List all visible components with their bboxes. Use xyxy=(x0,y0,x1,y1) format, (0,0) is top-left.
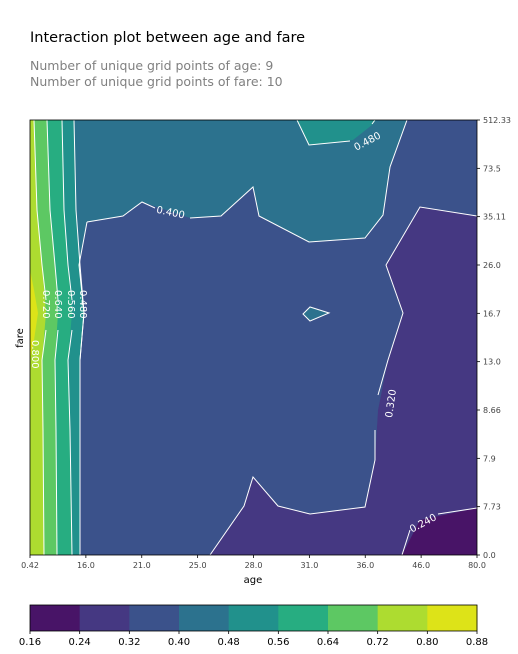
colorbar-tick-label: 0.24 xyxy=(69,637,91,648)
colorbar-tick-label: 0.56 xyxy=(267,637,289,648)
colorbar-tick-label: 0.16 xyxy=(19,637,41,648)
colorbar-swatch xyxy=(79,605,130,631)
colorbar-ticks: 0.16 0.24 0.32 0.40 0.48 0.56 0.64 0.72 0.80 0.88 xyxy=(19,631,488,648)
contour-line-048-top xyxy=(296,120,376,146)
x-tick-label: 16.0 xyxy=(77,561,95,570)
x-tick-label: 25.0 xyxy=(189,561,207,570)
y-tick-label: 13.0 xyxy=(483,358,501,367)
contour-lines xyxy=(33,120,477,555)
y-tick-label: 26.0 xyxy=(483,261,501,270)
x-axis-ticks: 0.42 16.0 21.0 25.0 28.0 31.0 36.0 46.0 80.0 xyxy=(21,555,486,570)
y-tick-label: 7.9 xyxy=(483,454,496,463)
y-tick-label: 16.7 xyxy=(483,309,501,318)
y-tick-label: 35.11 xyxy=(483,213,506,222)
colorbar-swatch xyxy=(228,605,279,631)
chart-title: Interaction plot between age and fare xyxy=(30,30,306,46)
x-tick-label: 0.42 xyxy=(21,561,39,570)
x-tick-label: 36.0 xyxy=(356,561,374,570)
region-080-088 xyxy=(30,270,38,360)
contour-label-064: 0.640 xyxy=(52,290,63,319)
x-tick-label: 31.0 xyxy=(300,561,318,570)
colorbar-swatch xyxy=(427,605,478,631)
region-032-040-inner xyxy=(79,120,477,555)
y-tick-label: 512.33 xyxy=(483,116,511,125)
region-island xyxy=(303,307,329,321)
x-tick-label: 21.0 xyxy=(133,561,151,570)
contour-label-032: 0.320 xyxy=(384,389,399,419)
colorbar-swatch xyxy=(129,605,180,631)
contour-line-048 xyxy=(73,120,85,555)
colorbar-tick-label: 0.32 xyxy=(118,637,140,648)
contour-line-072 xyxy=(33,120,47,555)
contour-label-080: 0.800 xyxy=(29,340,40,369)
chart-subtitle-fare: Number of unique grid points of fare: 10 xyxy=(30,74,283,89)
colorbar-tick-label: 0.48 xyxy=(218,637,240,648)
colorbar-tick-label: 0.88 xyxy=(466,637,488,648)
contour-label-056: 0.560 xyxy=(65,290,76,319)
colorbar-tick-label: 0.40 xyxy=(168,637,190,648)
contour-regions xyxy=(30,120,477,555)
x-tick-label: 28.0 xyxy=(245,561,263,570)
y-tick-label: 7.73 xyxy=(483,503,501,512)
contour-label-048-left: 0.480 xyxy=(77,290,88,319)
y-tick-label: 73.5 xyxy=(483,164,501,173)
colorbar-tick-label: 0.72 xyxy=(367,637,389,648)
colorbar-swatch xyxy=(278,605,329,631)
x-tick-label: 46.0 xyxy=(412,561,430,570)
x-tick-label: 80.0 xyxy=(468,561,486,570)
region-072-080 xyxy=(30,120,46,555)
y-tick-label: 8.66 xyxy=(483,406,501,415)
contour-line-032 xyxy=(209,206,477,555)
colorbar xyxy=(29,604,478,632)
region-048-056-top xyxy=(297,120,376,145)
y-axis-ticks: 0.0 7.73 7.9 8.66 13.0 16.7 26.0 35.11 73.5 512.3… xyxy=(477,116,511,560)
contour-label-072: 0.720 xyxy=(40,290,51,319)
colorbar-swatch xyxy=(30,605,81,631)
colorbar-frame xyxy=(29,604,478,632)
y-axis-label: fare xyxy=(15,328,26,348)
colorbar-tick-label: 0.64 xyxy=(317,637,339,648)
contour-line-island xyxy=(302,306,331,322)
contour-line-024 xyxy=(401,507,477,555)
chart-subtitle-age: Number of unique grid points of age: 9 xyxy=(30,58,274,73)
y-tick-label: 0.0 xyxy=(483,551,496,560)
colorbar-tick-label: 0.80 xyxy=(416,637,438,648)
colorbar-swatch xyxy=(179,605,230,631)
colorbar-swatch xyxy=(328,605,379,631)
x-axis-label: age xyxy=(244,575,263,586)
colorbar-swatch xyxy=(377,605,428,631)
contour-line-056 xyxy=(61,120,73,555)
region-016-024 xyxy=(402,508,477,555)
region-024-032 xyxy=(210,207,477,555)
contour-line-064 xyxy=(46,120,59,555)
